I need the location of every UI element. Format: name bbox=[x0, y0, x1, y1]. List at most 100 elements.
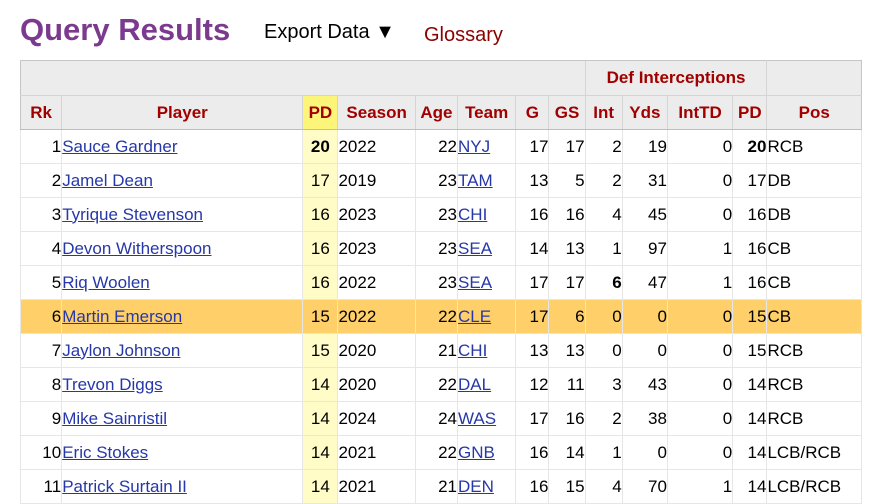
team-cell[interactable]: TAM bbox=[457, 163, 517, 198]
int-yds-cell: 38 bbox=[622, 401, 668, 436]
player-link[interactable]: Sauce Gardner bbox=[62, 136, 178, 156]
player-link[interactable]: Jaylon Johnson bbox=[62, 340, 181, 360]
group-header-blank-pos bbox=[766, 60, 862, 96]
season-cell: 2024 bbox=[337, 401, 416, 436]
player-cell[interactable]: Jamel Dean bbox=[61, 163, 304, 198]
team-link[interactable]: TAM bbox=[458, 170, 493, 190]
rank-cell: 4 bbox=[19, 231, 63, 266]
col-header-team[interactable]: Team bbox=[457, 95, 517, 130]
age-cell: 23 bbox=[415, 163, 459, 198]
games-started-cell: 16 bbox=[548, 401, 586, 436]
team-cell[interactable]: CHI bbox=[457, 333, 517, 368]
position-cell: CB bbox=[766, 231, 862, 266]
pd-cell: 17 bbox=[302, 163, 339, 198]
team-link[interactable]: CLE bbox=[458, 306, 492, 326]
player-link[interactable]: Eric Stokes bbox=[62, 442, 149, 462]
player-link[interactable]: Riq Woolen bbox=[62, 272, 150, 292]
player-cell[interactable]: Mike Sainristil bbox=[61, 401, 304, 436]
age-cell: 23 bbox=[415, 231, 459, 266]
team-cell[interactable]: CHI bbox=[457, 197, 517, 232]
col-header-pd[interactable]: PD bbox=[732, 95, 768, 130]
player-cell[interactable]: Eric Stokes bbox=[61, 435, 304, 470]
games-cell: 17 bbox=[515, 129, 550, 164]
col-header-yds[interactable]: Yds bbox=[621, 95, 668, 130]
def-pd-cell: 16 bbox=[732, 197, 768, 232]
table-row: 7 Jaylon Johnson 15 2020 21 CHI 13 13 0 0 0 15 RCB bbox=[19, 333, 862, 368]
int-cell: 6 bbox=[585, 265, 623, 300]
pd-cell: 16 bbox=[302, 197, 339, 232]
games-started-cell: 13 bbox=[548, 231, 586, 266]
player-link[interactable]: Tyrique Stevenson bbox=[62, 204, 203, 224]
int-td-cell: 0 bbox=[667, 299, 734, 334]
games-started-cell: 5 bbox=[548, 163, 586, 198]
season-cell: 2022 bbox=[337, 299, 416, 334]
int-yds-cell: 0 bbox=[622, 299, 668, 334]
season-cell: 2023 bbox=[337, 231, 416, 266]
team-link[interactable]: DEN bbox=[458, 476, 494, 496]
team-link[interactable]: SEA bbox=[458, 272, 493, 292]
player-link[interactable]: Jamel Dean bbox=[62, 170, 153, 190]
col-header-pos[interactable]: Pos bbox=[766, 95, 862, 130]
team-link[interactable]: DAL bbox=[458, 374, 492, 394]
team-cell[interactable]: SEA bbox=[457, 231, 517, 266]
team-cell[interactable]: DEN bbox=[457, 469, 517, 504]
team-link[interactable]: GNB bbox=[458, 442, 495, 462]
team-cell[interactable]: NYJ bbox=[457, 129, 517, 164]
age-cell: 21 bbox=[415, 333, 459, 368]
col-header-rk[interactable]: Rk bbox=[19, 95, 63, 130]
def-pd-cell: 20 bbox=[732, 129, 768, 164]
player-cell[interactable]: Riq Woolen bbox=[61, 265, 304, 300]
table-row: 6 Martin Emerson 15 2022 22 CLE 17 6 0 0 0 15 CB bbox=[19, 299, 862, 334]
player-cell[interactable]: Martin Emerson bbox=[61, 299, 304, 334]
player-link[interactable]: Devon Witherspoon bbox=[62, 238, 212, 258]
season-cell: 2022 bbox=[337, 129, 416, 164]
player-link[interactable]: Patrick Surtain II bbox=[62, 476, 187, 496]
season-cell: 2020 bbox=[337, 367, 416, 402]
group-header-def-interceptions: Def Interceptions bbox=[584, 60, 768, 96]
rank-cell: 10 bbox=[19, 435, 63, 470]
age-cell: 22 bbox=[415, 299, 459, 334]
col-header-gs[interactable]: GS bbox=[548, 95, 586, 130]
position-cell: RCB bbox=[766, 333, 862, 368]
col-header-pd-sorted[interactable]: PD bbox=[302, 95, 339, 130]
player-link[interactable]: Mike Sainristil bbox=[62, 408, 168, 428]
col-header-player[interactable]: Player bbox=[61, 95, 304, 130]
age-cell: 21 bbox=[415, 469, 459, 504]
team-cell[interactable]: WAS bbox=[457, 401, 517, 436]
player-cell[interactable]: Jaylon Johnson bbox=[61, 333, 304, 368]
team-link[interactable]: WAS bbox=[458, 408, 497, 428]
team-cell[interactable]: GNB bbox=[457, 435, 517, 470]
export-data-dropdown[interactable]: Export Data ▼ bbox=[264, 21, 395, 43]
glossary-link[interactable]: Glossary bbox=[424, 24, 503, 46]
col-header-season[interactable]: Season bbox=[337, 95, 416, 130]
col-header-int[interactable]: Int bbox=[584, 95, 623, 130]
team-cell[interactable]: SEA bbox=[457, 265, 517, 300]
player-link[interactable]: Martin Emerson bbox=[62, 306, 183, 326]
col-header-g[interactable]: G bbox=[515, 95, 550, 130]
team-link[interactable]: CHI bbox=[458, 204, 488, 224]
player-link[interactable]: Trevon Diggs bbox=[62, 374, 163, 394]
player-cell[interactable]: Patrick Surtain II bbox=[61, 469, 304, 504]
player-cell[interactable]: Tyrique Stevenson bbox=[61, 197, 304, 232]
player-cell[interactable]: Trevon Diggs bbox=[61, 367, 304, 402]
team-cell[interactable]: CLE bbox=[457, 299, 517, 334]
def-pd-cell: 14 bbox=[732, 435, 768, 470]
games-started-cell: 13 bbox=[548, 333, 586, 368]
int-yds-cell: 43 bbox=[622, 367, 668, 402]
games-cell: 17 bbox=[515, 401, 550, 436]
games-cell: 16 bbox=[515, 469, 550, 504]
season-cell: 2019 bbox=[337, 163, 416, 198]
team-link[interactable]: SEA bbox=[458, 238, 493, 258]
col-header-inttd[interactable]: IntTD bbox=[666, 95, 734, 130]
rank-cell: 11 bbox=[19, 469, 63, 504]
team-link[interactable]: CHI bbox=[458, 340, 488, 360]
team-cell[interactable]: DAL bbox=[457, 367, 517, 402]
col-header-age[interactable]: Age bbox=[414, 95, 459, 130]
team-link[interactable]: NYJ bbox=[458, 136, 491, 156]
player-cell[interactable]: Devon Witherspoon bbox=[61, 231, 304, 266]
int-yds-cell: 47 bbox=[622, 265, 668, 300]
table-row: 8 Trevon Diggs 14 2020 22 DAL 12 11 3 43 0 14 RCB bbox=[19, 367, 862, 402]
player-cell[interactable]: Sauce Gardner bbox=[61, 129, 304, 164]
table-row: 3 Tyrique Stevenson 16 2023 23 CHI 16 16 4 45 0 16 D… bbox=[19, 197, 862, 232]
int-td-cell: 0 bbox=[667, 197, 734, 232]
